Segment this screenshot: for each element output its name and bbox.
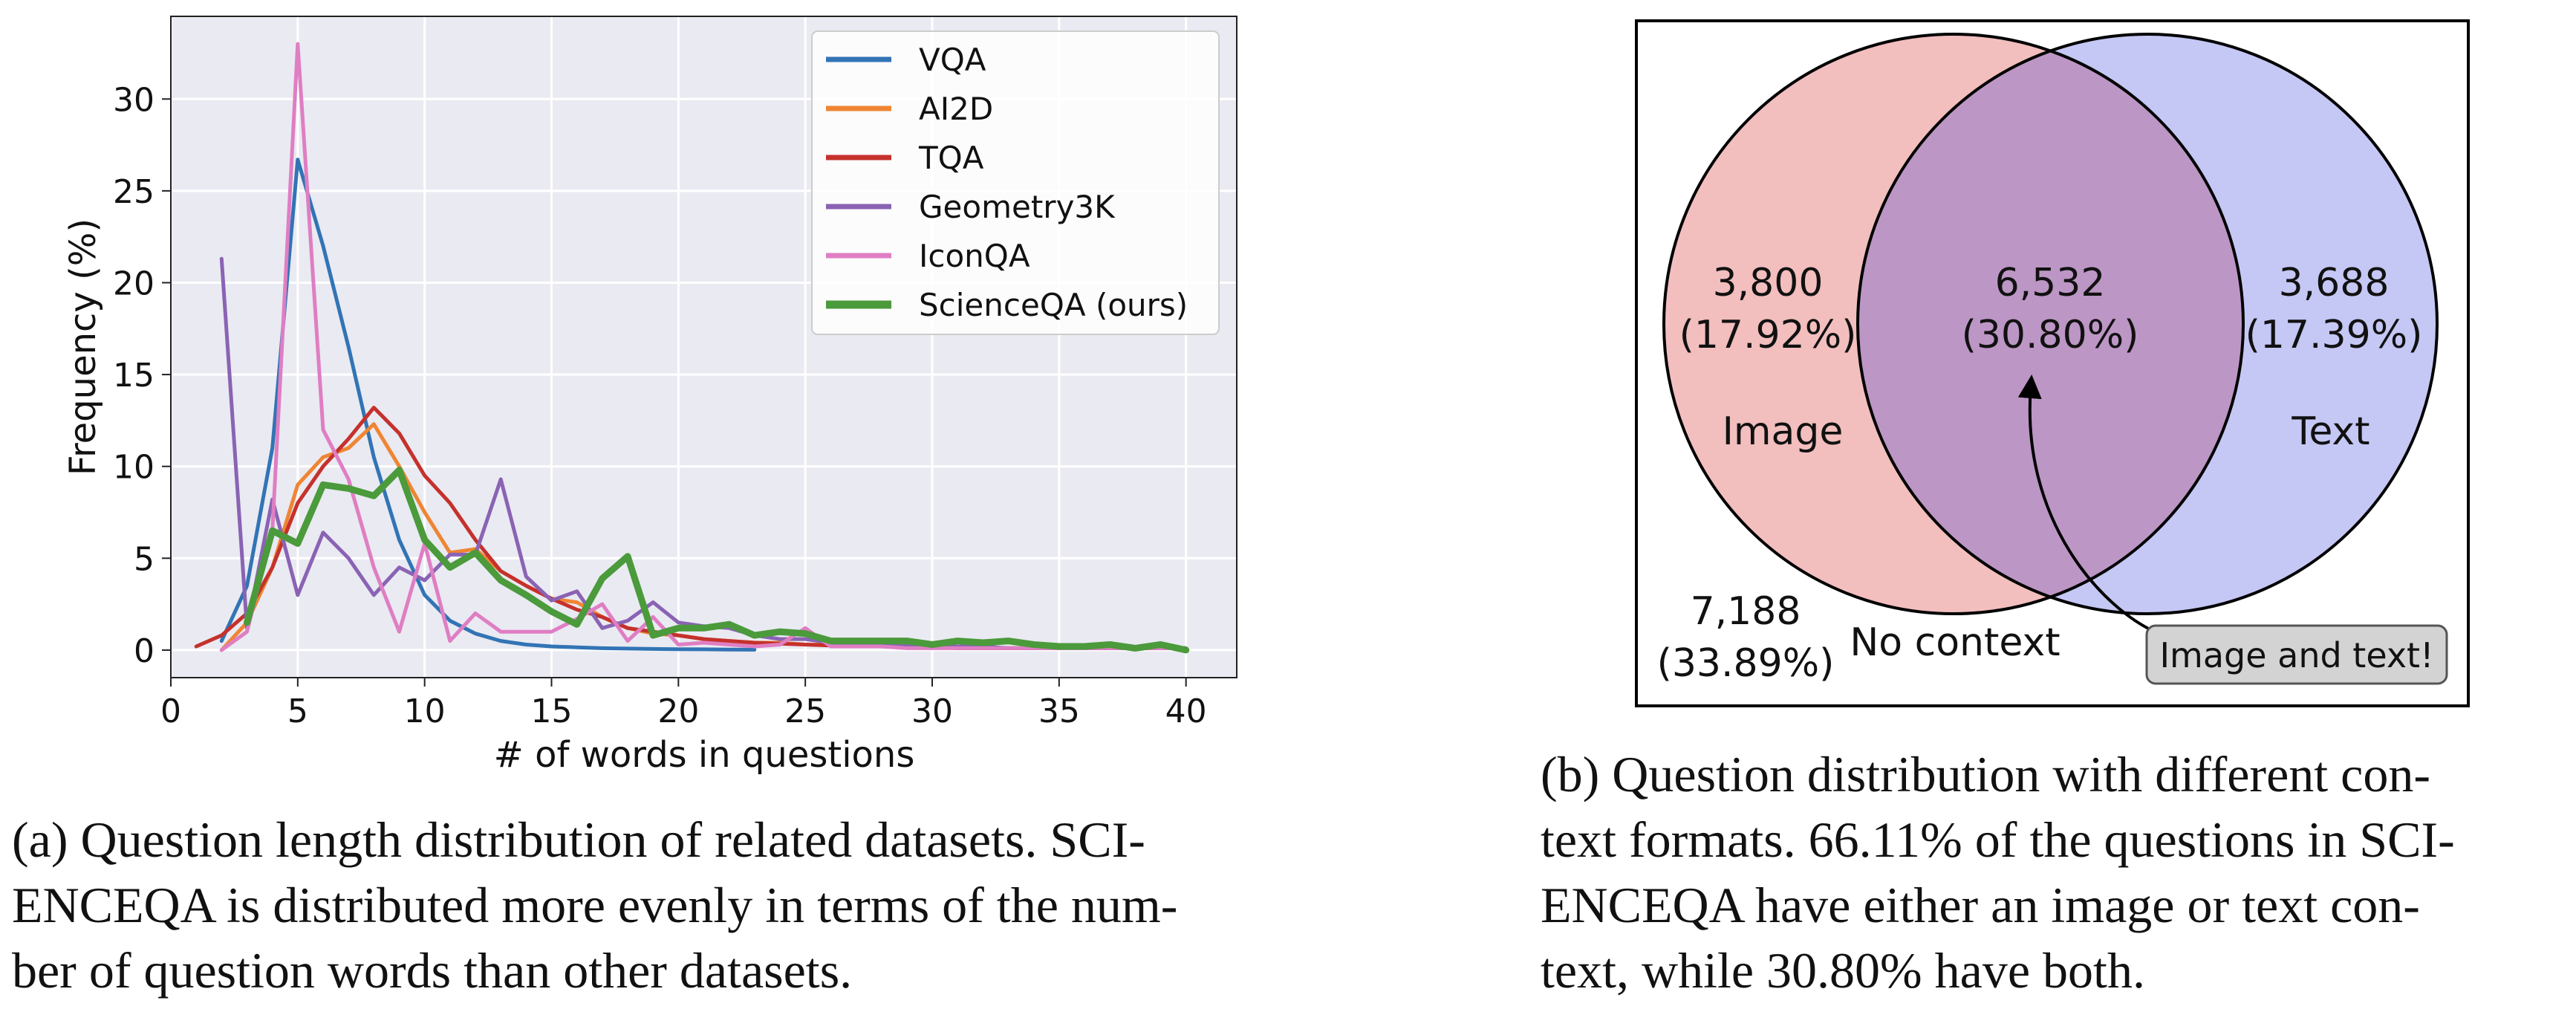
legend-label: IconQA bbox=[919, 238, 1030, 274]
series-line-scienceqa-ours bbox=[244, 467, 1190, 654]
legend-label: AI2D bbox=[919, 91, 993, 127]
text-only-percent: (17.39%) bbox=[2245, 313, 2423, 357]
image-set-outline bbox=[1662, 33, 2245, 615]
x-tick-label: 20 bbox=[657, 692, 699, 730]
caption-line: text formats. 66.11% of the questions in… bbox=[1541, 811, 2455, 868]
legend-label: TQA bbox=[918, 140, 984, 176]
callout-label: Image and text! bbox=[2159, 635, 2433, 675]
image-only-percent: (17.92%) bbox=[1679, 313, 1857, 357]
legend: VQA AI2D TQA Geometry3K IconQA ScienceQA (our… bbox=[811, 30, 1220, 335]
no-context-count: 7,188 bbox=[1691, 589, 1801, 634]
caption-line: ENCEQA have either an image or text con- bbox=[1541, 877, 2420, 933]
y-tick-label: 10 bbox=[113, 449, 155, 487]
image-only-count: 3,800 bbox=[1713, 261, 1824, 305]
y-tick-label: 0 bbox=[134, 632, 155, 670]
legend-label: VQA bbox=[919, 42, 986, 78]
y-tick-label: 5 bbox=[134, 540, 155, 578]
caption-figure-b: (b) Question distribution with different… bbox=[1541, 742, 2573, 1003]
y-tick-label: 30 bbox=[113, 81, 155, 119]
y-tick-label: 15 bbox=[113, 357, 155, 395]
x-tick-label: 40 bbox=[1165, 692, 1207, 730]
image-set-label: Image bbox=[1723, 409, 1844, 454]
text-set-label: Text bbox=[2291, 409, 2370, 454]
x-tick-label: 5 bbox=[287, 692, 308, 730]
x-tick-label: 10 bbox=[404, 692, 446, 730]
legend-label: Geometry3K bbox=[919, 189, 1116, 225]
intersection-percent: (30.80%) bbox=[1962, 313, 2139, 357]
text-set-outline bbox=[1856, 33, 2439, 615]
no-context-label: No context bbox=[1850, 620, 2060, 665]
y-axis-label: Frequency (%) bbox=[62, 218, 104, 476]
intersection-region bbox=[1858, 34, 2243, 614]
callout-arrow bbox=[2017, 374, 2159, 635]
series-line-iconqa bbox=[219, 42, 1188, 652]
x-axis-label: # of words in questions bbox=[494, 734, 915, 776]
no-context-percent: (33.89%) bbox=[1657, 641, 1835, 686]
caption-line: (b) Question distribution with different… bbox=[1541, 746, 2430, 802]
caption-line: text, while 30.80% have both. bbox=[1541, 942, 2145, 999]
x-tick-label: 30 bbox=[911, 692, 953, 730]
legend-label: ScienceQA (ours) bbox=[919, 287, 1188, 323]
caption-figure-a: (a) Question length distribution of rela… bbox=[12, 807, 1297, 1003]
caption-line: ENCEQA is distributed more evenly in ter… bbox=[12, 877, 1178, 933]
series-line-vqa bbox=[219, 158, 757, 652]
x-tick-label: 35 bbox=[1038, 692, 1080, 730]
plot-lines bbox=[194, 42, 1190, 654]
caption-line: ber of question words than other dataset… bbox=[12, 942, 853, 999]
axis-ticks: 0 5 10 15 20 25 30 35 40 0 5 10 15 20 25 30 bbox=[113, 81, 1207, 730]
context-venn-diagram: 3,800 (17.92%) Image 6,532 (30.80%) 3,68… bbox=[1635, 19, 2470, 707]
intersection-count: 6,532 bbox=[1995, 261, 2106, 305]
y-tick-label: 20 bbox=[113, 265, 155, 302]
callout-box bbox=[2145, 624, 2448, 685]
question-length-chart: 0 5 10 15 20 25 30 35 40 0 5 10 15 20 25 30 # of words … bbox=[62, 16, 1237, 776]
x-tick-label: 25 bbox=[784, 692, 826, 730]
y-tick-label: 25 bbox=[113, 173, 155, 211]
text-only-count: 3,688 bbox=[2279, 261, 2390, 305]
legend-box bbox=[811, 30, 1220, 335]
x-tick-label: 15 bbox=[531, 692, 573, 730]
plot-frame bbox=[170, 16, 1237, 678]
x-tick-label: 0 bbox=[160, 692, 181, 730]
caption-line: (a) Question length distribution of rela… bbox=[12, 811, 1145, 868]
